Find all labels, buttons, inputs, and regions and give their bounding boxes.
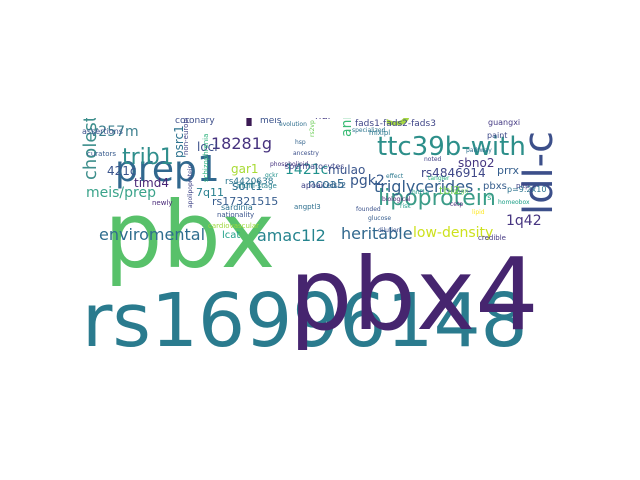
cloud-word: apoai (301, 181, 323, 190)
cloud-word: gckr (265, 172, 279, 179)
cloud-word: credible (478, 234, 506, 242)
cloud-word: apolipoprotein (187, 164, 194, 208)
cloud-word: v257m (90, 124, 139, 140)
cloud-word: dilution (378, 227, 401, 234)
cloud-word: low-density (413, 225, 494, 241)
cloud-word: pathway (466, 147, 492, 154)
cloud-word: rs2vp (309, 120, 316, 137)
cloud-word: galnt2 (380, 118, 557, 124)
cloud-word: meis (260, 118, 282, 126)
cloud-word: sardinia (221, 203, 253, 212)
cloud-word: tbl2 (439, 184, 461, 197)
cloud-word: rs16996148 (82, 278, 528, 364)
cloud-word: gar1 (231, 162, 259, 176)
cloud-word: homeobox (498, 199, 530, 206)
cloud-word: 18281g (211, 134, 273, 153)
cloud-word: cardiovascular (208, 222, 260, 230)
cloud-word: phospholipid (270, 161, 309, 168)
cloud-word: 1q42 (506, 213, 542, 229)
cloud-word: angptl3 (294, 203, 321, 211)
cloud-word: sbno2 (458, 156, 495, 170)
cloud-word: biological (382, 196, 411, 203)
cloud-word: evolution (279, 121, 307, 128)
cloud-word: pbx4 (289, 236, 539, 353)
cloud-word: nationality (217, 211, 255, 219)
cloud-word: paint (487, 131, 508, 140)
cloud-word: trib1 (122, 145, 174, 170)
cloud-word: amac1l2 (257, 226, 326, 245)
cloud-word: 1421c (285, 162, 329, 178)
cloud-word: ancestry (293, 150, 319, 157)
cloud-word: enviromental (99, 225, 206, 244)
cloud-word: rs17321515 (212, 195, 279, 208)
cloud-word: mlxipl (369, 129, 391, 137)
cloud-word: schizophrenia (202, 133, 210, 182)
cloud-word: heritable (341, 224, 413, 243)
cloud-word: celsr2 (322, 181, 347, 190)
cloud-word: curators (87, 150, 117, 158)
cloud-word: effect (386, 173, 404, 180)
cloud-word: spermatocytes (285, 162, 345, 171)
cloud-word: prep1 (115, 149, 220, 190)
cloud-word: cilp2 (177, 118, 315, 123)
cloud-word: meis/prep (86, 185, 156, 201)
cloud-word: rs4846914 (421, 166, 486, 180)
cloud-word: lipoprotein (378, 186, 496, 211)
cloud-word: ttc39b-with (377, 132, 526, 162)
cloud-word: guangxi (488, 118, 521, 127)
cloud-word: cetp (450, 201, 464, 208)
cloud-word: triglycerides (374, 177, 474, 196)
cloud-word: hnf1a (412, 189, 430, 196)
cloud-word: hdl (315, 118, 330, 122)
cloud-word: tangier (428, 175, 450, 182)
cloud-word: pltp (516, 182, 530, 190)
cloud-word: coronary (175, 118, 215, 126)
cloud-word: newly (152, 199, 173, 207)
word-cloud: rs16996148pbx4pbxgalnt2cilp2ldl-cprep1tt… (82, 118, 557, 368)
cloud-word: multi-stage (237, 182, 277, 190)
cloud-word: pbxs (483, 181, 507, 192)
cloud-word: rs4420638 (225, 177, 274, 187)
cloud-word: mulao (328, 163, 366, 177)
cloud-word: pbx (104, 182, 276, 289)
cloud-word: non-european (182, 118, 190, 155)
cloud-word: rs (484, 193, 492, 202)
cloud-word: founded (356, 206, 381, 213)
cloud-word: nhgri (453, 188, 469, 195)
cloud-word: ncoa5 (308, 177, 345, 191)
cloud-word: lcat (222, 230, 241, 241)
cloud-word: noted (424, 156, 442, 163)
cloud-word: 421c (107, 164, 137, 178)
cloud-word: assertions (82, 127, 123, 136)
cloud-word: lipid (472, 209, 485, 216)
cloud-word: hsp (295, 139, 306, 146)
cloud-word: loci (197, 140, 218, 154)
cloud-word: timd4 (134, 176, 169, 190)
cloud-word: prrx (497, 164, 520, 177)
cloud-word: glucose (368, 215, 392, 222)
cloud-word: pgk2 (350, 173, 385, 189)
cloud-word: fads1-fads2-fads3 (355, 119, 436, 129)
cloud-word: 7q11 (196, 186, 224, 199)
cloud-word: p=9.2x10 (507, 185, 547, 194)
cloud-word: sort1 (232, 179, 263, 193)
cloud-word: specialized (352, 127, 386, 134)
cloud-word: risk (400, 203, 411, 210)
